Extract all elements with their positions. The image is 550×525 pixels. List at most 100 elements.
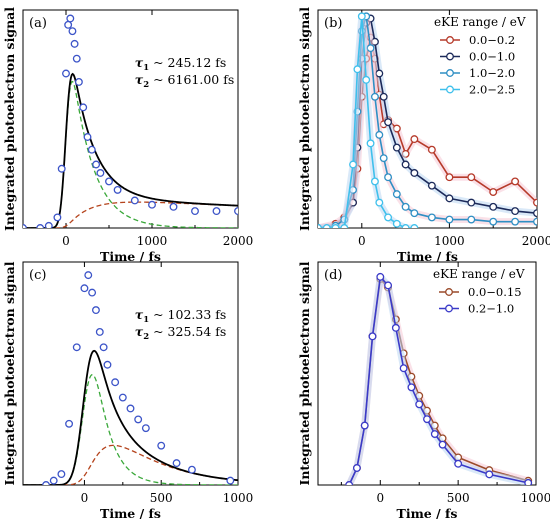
series-point — [379, 154, 388, 163]
legend-title: eKE range / eV — [434, 15, 526, 29]
data-point — [103, 360, 112, 369]
series-point — [410, 209, 419, 218]
tau-value: ~ 245.12 fs — [149, 55, 226, 70]
series-point — [366, 44, 375, 53]
data-point — [42, 481, 50, 485]
data-point — [169, 202, 178, 211]
series-point — [368, 332, 377, 341]
tau-subscript: 1 — [143, 315, 149, 325]
y-axis-label: Integrated photoelectron signal — [2, 7, 17, 231]
data-point — [87, 145, 96, 154]
data-point — [187, 465, 196, 474]
data-point — [62, 69, 70, 78]
series-point — [401, 202, 410, 211]
data-point — [105, 177, 113, 186]
series-point — [533, 209, 537, 218]
series-point — [401, 224, 410, 228]
data-point — [126, 404, 135, 413]
series-point — [340, 224, 349, 228]
x-axis-label: Time / fs — [397, 249, 458, 264]
panel-label: (c) — [29, 268, 46, 283]
series-point — [375, 69, 384, 78]
series-point — [533, 217, 537, 226]
fit-fast-component — [23, 373, 238, 485]
legend-entry-label: 0.0−0.15 — [468, 285, 522, 299]
series-point — [399, 364, 408, 373]
series-point — [489, 202, 498, 211]
series-point — [489, 217, 498, 226]
data-point — [134, 415, 143, 424]
panel-label: (b) — [324, 16, 342, 31]
legend-swatch-marker — [446, 85, 454, 94]
y-axis-label: Integrated photoelectron signal — [297, 261, 312, 485]
series-line — [348, 276, 529, 485]
tau-annotation: τ2 ~ 325.54 fs — [135, 324, 227, 342]
series-point — [384, 213, 393, 222]
plot-frame — [317, 9, 538, 229]
data-point — [234, 207, 238, 216]
series-point — [401, 160, 410, 169]
series-point — [318, 224, 322, 228]
legend-swatch-marker — [446, 69, 454, 77]
data-point — [80, 284, 89, 293]
tau-symbol: τ — [135, 55, 144, 70]
tau-value: ~ 102.33 fs — [149, 307, 226, 322]
x-tick-label: 2000 — [522, 234, 550, 248]
data-point — [53, 213, 62, 222]
series-point — [392, 190, 401, 199]
series-point — [438, 440, 447, 449]
data-point — [99, 343, 108, 352]
tau-symbol: τ — [135, 324, 144, 339]
series-point — [511, 177, 520, 186]
series-point — [375, 198, 384, 207]
legend-entry-label: 1.0−2.0 — [469, 66, 515, 80]
series-point — [391, 323, 400, 332]
series-point — [360, 421, 369, 430]
series-point — [384, 173, 393, 182]
tau-value: ~ 6161.00 fs — [149, 72, 234, 87]
series-point — [445, 173, 454, 182]
data-point — [72, 343, 81, 352]
data-point — [64, 20, 73, 29]
series-point — [352, 464, 361, 472]
series-point — [423, 415, 431, 424]
tau-subscript: 2 — [143, 80, 149, 90]
plot-frame — [317, 261, 537, 486]
series-point — [467, 215, 476, 224]
data-point — [65, 419, 74, 428]
data-point — [72, 54, 81, 63]
x-axis-label: Time / fs — [397, 506, 458, 521]
panel-d: 0 500 1000 Time / fs Integrated photoelectro… — [297, 261, 550, 521]
data-point — [91, 306, 100, 315]
tau-annotation: τ2 ~ 6161.00 fs — [135, 72, 234, 90]
series-point — [524, 478, 533, 485]
legend-entry-label: 2.0−2.5 — [469, 83, 515, 97]
series-point — [370, 92, 379, 101]
series-point — [322, 224, 331, 228]
x-tick-label: 0 — [358, 234, 366, 248]
series-point — [370, 177, 379, 186]
data-point — [226, 476, 235, 485]
legend-swatch-marker — [446, 52, 454, 61]
series-point — [376, 272, 385, 281]
data-point — [74, 78, 83, 86]
data-point — [44, 221, 53, 228]
series-point — [445, 215, 454, 224]
series-point — [407, 383, 416, 392]
data-point — [49, 476, 58, 485]
plot-frame — [22, 261, 239, 486]
tau-annotation: τ1 ~ 102.33 fs — [135, 307, 227, 325]
plot-frame — [22, 9, 239, 229]
data-point — [66, 14, 75, 23]
series-point — [467, 173, 476, 182]
series-point — [430, 430, 439, 438]
series-point — [345, 481, 354, 485]
tau-subscript: 1 — [143, 63, 149, 73]
data-point — [118, 393, 127, 402]
data-point — [191, 207, 199, 216]
series-point — [467, 198, 476, 207]
series-point — [511, 207, 520, 216]
series-point — [353, 65, 362, 74]
series-point — [375, 130, 384, 139]
